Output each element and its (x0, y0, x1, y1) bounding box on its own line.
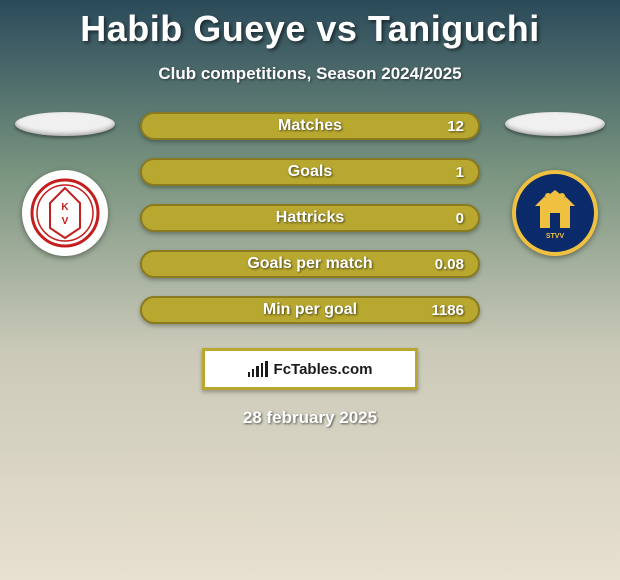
subtitle: Club competitions, Season 2024/2025 (0, 64, 620, 84)
stat-bar-min-per-goal: Min per goal 1186 (140, 296, 480, 324)
club-badge-right: STVV (512, 170, 598, 256)
footer-label: FcTables.com (274, 361, 373, 378)
comparison-row: K V Matches 12 Goals 1 Hattricks 0 Goals… (0, 112, 620, 324)
date-label: 28 february 2025 (0, 408, 620, 428)
stat-label: Min per goal (263, 301, 357, 319)
chart-icon (248, 361, 268, 377)
stat-label: Goals per match (247, 255, 372, 273)
stat-value: 1 (456, 164, 464, 181)
stat-bar-goals-per-match: Goals per match 0.08 (140, 250, 480, 278)
stat-label: Hattricks (276, 209, 344, 227)
player-left-avatar (15, 112, 115, 136)
player-right-avatar (505, 112, 605, 136)
stat-value: 0 (456, 210, 464, 227)
stat-bar-matches: Matches 12 (140, 112, 480, 140)
footer-attribution[interactable]: FcTables.com (202, 348, 418, 390)
sint-truiden-logo-icon: STVV (520, 178, 590, 248)
stat-value: 1186 (431, 302, 464, 319)
stat-bar-hattricks: Hattricks 0 (140, 204, 480, 232)
club-badge-left: K V (22, 170, 108, 256)
stat-label: Matches (278, 117, 342, 135)
svg-text:V: V (62, 216, 69, 227)
kortrijk-logo-icon: K V (30, 178, 100, 248)
stat-value: 12 (447, 118, 464, 135)
player-left-column: K V (10, 112, 120, 256)
player-right-column: STVV (500, 112, 610, 256)
stat-label: Goals (288, 163, 332, 181)
stat-value: 0.08 (435, 256, 464, 273)
page-title: Habib Gueye vs Taniguchi (0, 0, 620, 50)
svg-text:K: K (61, 202, 69, 213)
stat-bar-goals: Goals 1 (140, 158, 480, 186)
svg-text:STVV: STVV (546, 233, 565, 240)
stats-column: Matches 12 Goals 1 Hattricks 0 Goals per… (140, 112, 480, 324)
